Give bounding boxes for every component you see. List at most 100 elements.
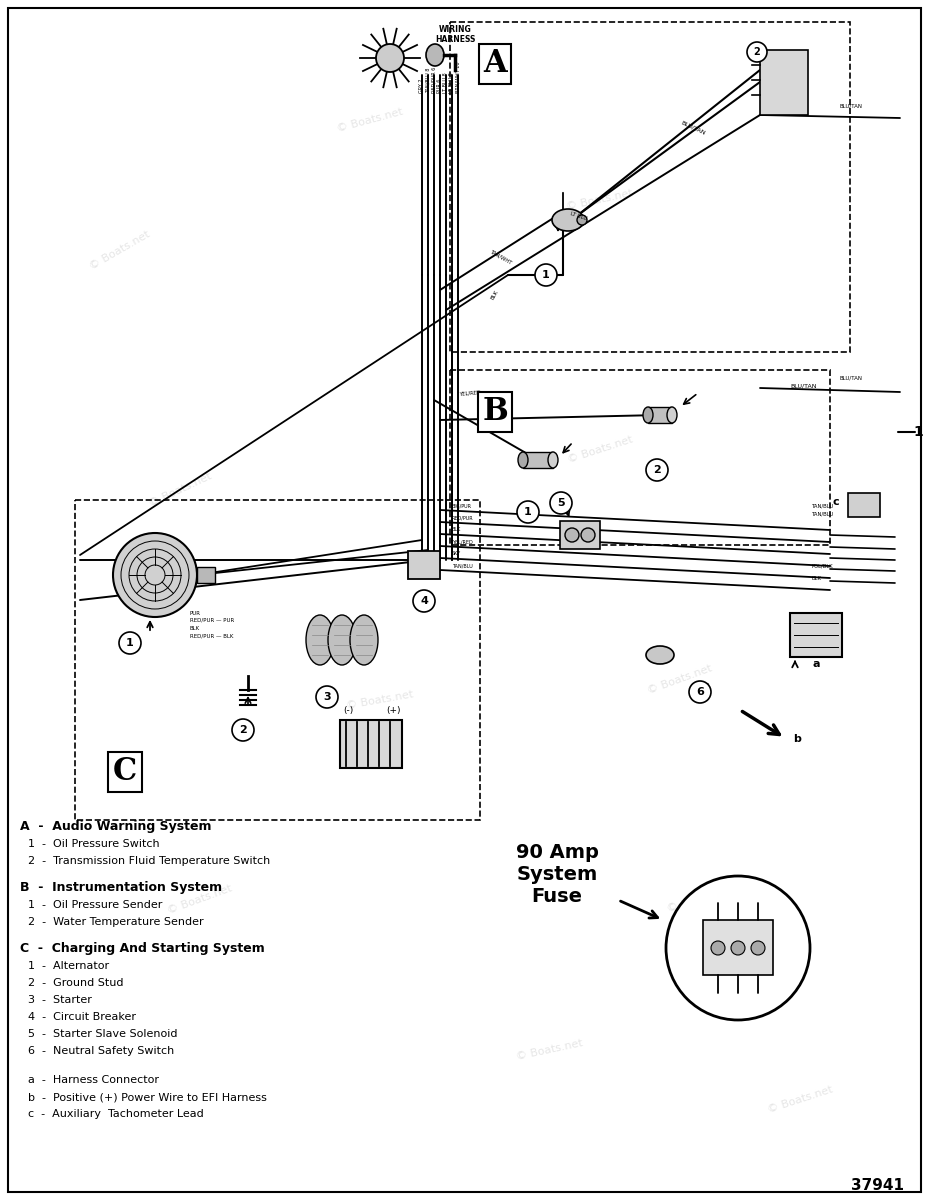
Text: 4  -  Circuit Breaker: 4 - Circuit Breaker — [28, 1012, 135, 1022]
Text: 3: 3 — [323, 692, 330, 702]
Text: RED/PUR — BLK: RED/PUR — BLK — [190, 634, 233, 638]
Text: BLU/TAN: BLU/TAN — [679, 120, 705, 136]
Text: (+): (+) — [386, 706, 401, 715]
Text: TAN/WHT: TAN/WHT — [489, 250, 513, 266]
Ellipse shape — [551, 209, 584, 230]
Text: B: B — [482, 396, 508, 427]
Text: B  -  Instrumentation System: B - Instrumentation System — [20, 881, 222, 894]
Circle shape — [564, 528, 578, 542]
Text: LT BLU 8: LT BLU 8 — [449, 72, 454, 92]
Ellipse shape — [518, 452, 527, 468]
Ellipse shape — [328, 614, 355, 665]
Circle shape — [665, 876, 809, 1020]
Circle shape — [119, 632, 141, 654]
Bar — [407, 551, 440, 578]
Text: a: a — [811, 659, 818, 670]
Circle shape — [316, 686, 338, 708]
Text: 90 Amp
System
Fuse: 90 Amp System Fuse — [515, 844, 598, 906]
Text: © Boats.net: © Boats.net — [766, 1085, 833, 1115]
Text: RED/PUR — PUR: RED/PUR — PUR — [190, 618, 234, 623]
Text: © Boats.net: © Boats.net — [665, 887, 733, 913]
Bar — [560, 521, 599, 550]
Text: BRN/WHT 10: BRN/WHT 10 — [455, 61, 460, 92]
Text: TAN/BLU: TAN/BLU — [452, 563, 472, 568]
Bar — [449, 22, 849, 352]
Text: © Boats.net: © Boats.net — [515, 1038, 584, 1062]
Text: BLU/TAN: BLU/TAN — [839, 376, 862, 382]
Text: © Boats.net: © Boats.net — [336, 107, 404, 133]
Ellipse shape — [645, 646, 674, 664]
Text: 1: 1 — [542, 270, 549, 280]
Circle shape — [580, 528, 594, 542]
Text: © Boats.net: © Boats.net — [88, 229, 151, 271]
Text: BLK: BLK — [811, 576, 821, 581]
Ellipse shape — [305, 614, 334, 665]
Text: POL/BLK: POL/BLK — [811, 564, 832, 569]
Text: 1: 1 — [126, 638, 134, 648]
Circle shape — [232, 719, 253, 740]
Text: PUR: PUR — [190, 611, 200, 616]
Text: 2  -  Water Temperature Sender: 2 - Water Temperature Sender — [28, 917, 203, 926]
Ellipse shape — [576, 215, 586, 226]
Text: LT BLU 8: LT BLU 8 — [443, 72, 448, 92]
Ellipse shape — [642, 407, 652, 422]
Text: 2: 2 — [753, 47, 759, 56]
Text: A  -  Audio Warning System: A - Audio Warning System — [20, 820, 212, 833]
Text: BLK: BLK — [190, 626, 200, 631]
Text: 2  -  Ground Stud: 2 - Ground Stud — [28, 978, 123, 988]
Circle shape — [710, 941, 724, 955]
Text: YEL/RED: YEL/RED — [452, 539, 472, 544]
Text: © Boats.net: © Boats.net — [565, 188, 634, 212]
Text: 3  -  Starter: 3 - Starter — [28, 995, 92, 1006]
Circle shape — [535, 264, 557, 286]
Text: C: C — [113, 756, 137, 787]
Text: WIRING
HARNESS: WIRING HARNESS — [434, 25, 475, 44]
Ellipse shape — [666, 407, 677, 422]
Text: (-): (-) — [342, 706, 353, 715]
Bar — [522, 452, 552, 468]
Text: BLU/TAN: BLU/TAN — [789, 384, 816, 389]
Text: 5: 5 — [557, 498, 564, 508]
Text: 1  -  Alternator: 1 - Alternator — [28, 961, 109, 971]
Ellipse shape — [350, 614, 378, 665]
Text: RED/PUR: RED/PUR — [452, 515, 473, 520]
Bar — [340, 720, 402, 768]
Circle shape — [113, 533, 197, 617]
Text: © Boats.net: © Boats.net — [565, 434, 633, 466]
Text: a  -  Harness Connector: a - Harness Connector — [28, 1075, 159, 1085]
Bar — [648, 407, 671, 422]
Text: b  -  Positive (+) Power Wire to EFI Harness: b - Positive (+) Power Wire to EFI Harne… — [28, 1092, 266, 1102]
Circle shape — [746, 42, 767, 62]
Text: BLK: BLK — [452, 527, 461, 532]
Bar — [759, 50, 807, 115]
Text: TAN/BLU: TAN/BLU — [811, 512, 833, 517]
Text: © Boats.net: © Boats.net — [147, 472, 213, 509]
Text: SKY: SKY — [452, 551, 461, 556]
Text: BLK: BLK — [489, 289, 499, 301]
Text: 1: 1 — [523, 506, 532, 517]
Text: 2: 2 — [652, 464, 660, 475]
Bar — [789, 613, 841, 658]
Text: PUR 6: PUR 6 — [437, 79, 442, 92]
Text: A: A — [483, 48, 507, 79]
Text: c: c — [831, 497, 838, 506]
Circle shape — [376, 44, 404, 72]
Ellipse shape — [548, 452, 558, 468]
Text: © Boats.net: © Boats.net — [166, 883, 233, 917]
Circle shape — [517, 502, 538, 523]
Text: GRY 2: GRY 2 — [419, 78, 424, 92]
Text: TAN/BLU 8: TAN/BLU 8 — [425, 67, 430, 92]
Text: 37941: 37941 — [851, 1177, 904, 1193]
Bar — [702, 920, 772, 974]
Text: © Boats.net: © Boats.net — [646, 664, 713, 696]
Text: 4: 4 — [419, 596, 428, 606]
Text: YEL/RED: YEL/RED — [459, 389, 482, 396]
Text: 6  -  Neutral Safety Switch: 6 - Neutral Safety Switch — [28, 1046, 174, 1056]
Text: LT BLU: LT BLU — [570, 211, 587, 221]
Text: c  -  Auxiliary  Tachometer Lead: c - Auxiliary Tachometer Lead — [28, 1109, 203, 1118]
Bar — [847, 493, 879, 517]
Circle shape — [730, 941, 744, 955]
Text: BLU/TAN: BLU/TAN — [839, 104, 862, 109]
Text: RED/PUR 6: RED/PUR 6 — [431, 67, 436, 92]
Ellipse shape — [426, 44, 444, 66]
